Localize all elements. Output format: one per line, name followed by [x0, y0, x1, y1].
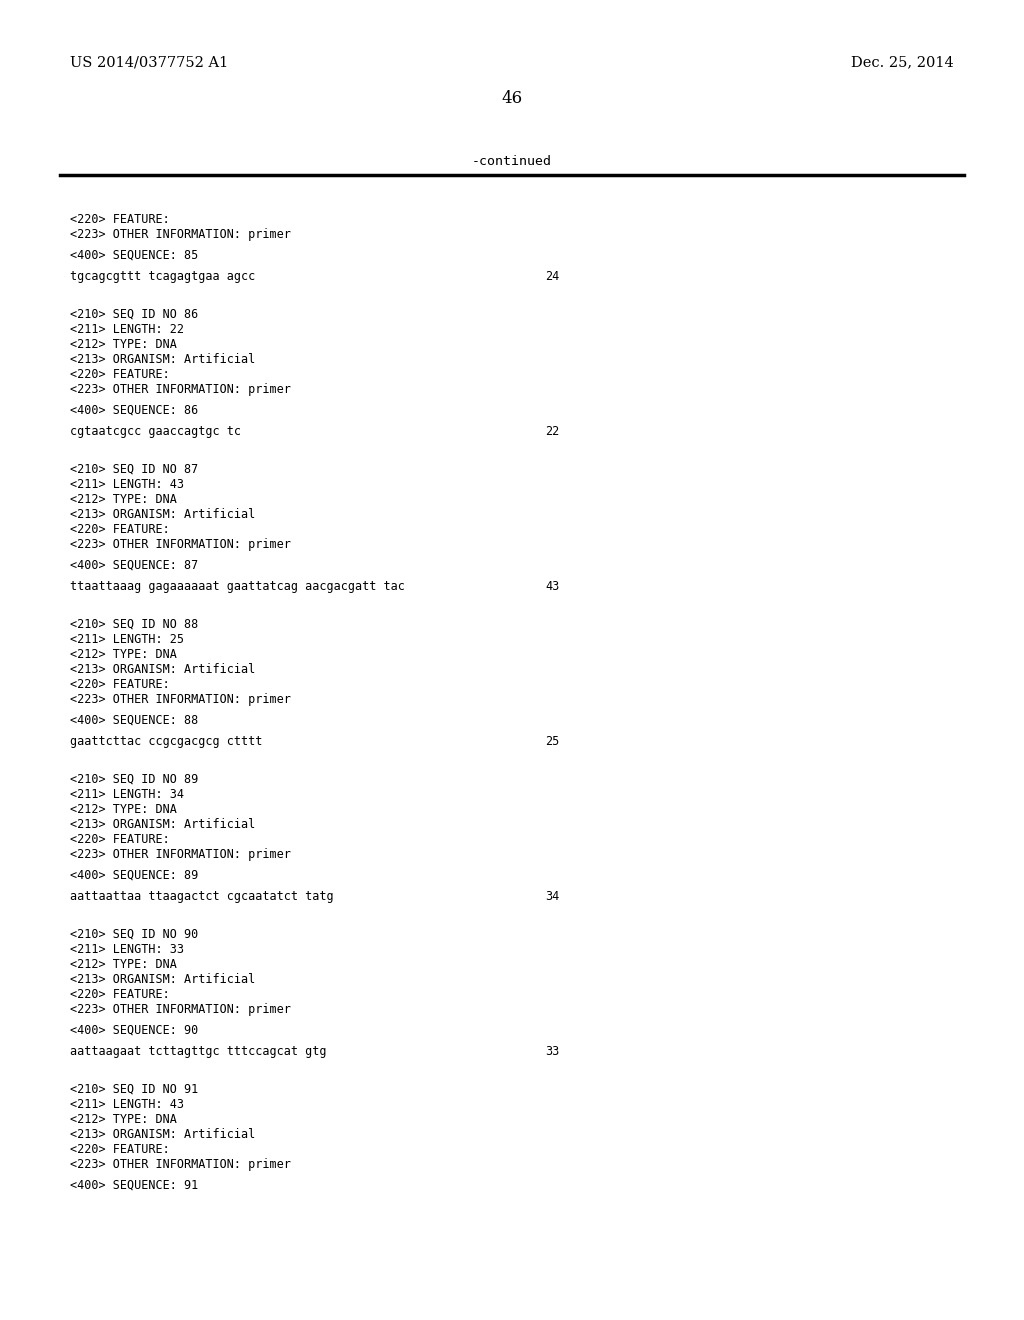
Text: 24: 24 [545, 271, 559, 282]
Text: Dec. 25, 2014: Dec. 25, 2014 [851, 55, 954, 69]
Text: <210> SEQ ID NO 89: <210> SEQ ID NO 89 [70, 774, 199, 785]
Text: <213> ORGANISM: Artificial: <213> ORGANISM: Artificial [70, 508, 255, 521]
Text: <211> LENGTH: 43: <211> LENGTH: 43 [70, 478, 184, 491]
Text: <213> ORGANISM: Artificial: <213> ORGANISM: Artificial [70, 973, 255, 986]
Text: aattaagaat tcttagttgc tttccagcat gtg: aattaagaat tcttagttgc tttccagcat gtg [70, 1045, 327, 1059]
Text: 34: 34 [545, 890, 559, 903]
Text: <210> SEQ ID NO 87: <210> SEQ ID NO 87 [70, 463, 199, 477]
Text: <400> SEQUENCE: 89: <400> SEQUENCE: 89 [70, 869, 199, 882]
Text: -continued: -continued [472, 154, 552, 168]
Text: <211> LENGTH: 25: <211> LENGTH: 25 [70, 634, 184, 645]
Text: US 2014/0377752 A1: US 2014/0377752 A1 [70, 55, 228, 69]
Text: <211> LENGTH: 34: <211> LENGTH: 34 [70, 788, 184, 801]
Text: <400> SEQUENCE: 91: <400> SEQUENCE: 91 [70, 1179, 199, 1192]
Text: <211> LENGTH: 43: <211> LENGTH: 43 [70, 1098, 184, 1111]
Text: 33: 33 [545, 1045, 559, 1059]
Text: <212> TYPE: DNA: <212> TYPE: DNA [70, 338, 177, 351]
Text: <223> OTHER INFORMATION: primer: <223> OTHER INFORMATION: primer [70, 228, 291, 242]
Text: gaattcttac ccgcgacgcg ctttt: gaattcttac ccgcgacgcg ctttt [70, 735, 262, 748]
Text: aattaattaa ttaagactct cgcaatatct tatg: aattaattaa ttaagactct cgcaatatct tatg [70, 890, 334, 903]
Text: <400> SEQUENCE: 88: <400> SEQUENCE: 88 [70, 714, 199, 727]
Text: <400> SEQUENCE: 85: <400> SEQUENCE: 85 [70, 249, 199, 261]
Text: <223> OTHER INFORMATION: primer: <223> OTHER INFORMATION: primer [70, 693, 291, 706]
Text: <210> SEQ ID NO 86: <210> SEQ ID NO 86 [70, 308, 199, 321]
Text: 46: 46 [502, 90, 522, 107]
Text: <213> ORGANISM: Artificial: <213> ORGANISM: Artificial [70, 1129, 255, 1140]
Text: <211> LENGTH: 22: <211> LENGTH: 22 [70, 323, 184, 337]
Text: <400> SEQUENCE: 90: <400> SEQUENCE: 90 [70, 1024, 199, 1038]
Text: ttaattaaag gagaaaaaat gaattatcag aacgacgatt tac: ttaattaaag gagaaaaaat gaattatcag aacgacg… [70, 579, 404, 593]
Text: <213> ORGANISM: Artificial: <213> ORGANISM: Artificial [70, 818, 255, 832]
Text: <223> OTHER INFORMATION: primer: <223> OTHER INFORMATION: primer [70, 383, 291, 396]
Text: <210> SEQ ID NO 88: <210> SEQ ID NO 88 [70, 618, 199, 631]
Text: <210> SEQ ID NO 91: <210> SEQ ID NO 91 [70, 1082, 199, 1096]
Text: <220> FEATURE:: <220> FEATURE: [70, 987, 170, 1001]
Text: <212> TYPE: DNA: <212> TYPE: DNA [70, 492, 177, 506]
Text: tgcagcgttt tcagagtgaa agcc: tgcagcgttt tcagagtgaa agcc [70, 271, 255, 282]
Text: <220> FEATURE:: <220> FEATURE: [70, 678, 170, 690]
Text: 43: 43 [545, 579, 559, 593]
Text: 25: 25 [545, 735, 559, 748]
Text: <223> OTHER INFORMATION: primer: <223> OTHER INFORMATION: primer [70, 539, 291, 550]
Text: <220> FEATURE:: <220> FEATURE: [70, 213, 170, 226]
Text: <210> SEQ ID NO 90: <210> SEQ ID NO 90 [70, 928, 199, 941]
Text: <220> FEATURE:: <220> FEATURE: [70, 368, 170, 381]
Text: <223> OTHER INFORMATION: primer: <223> OTHER INFORMATION: primer [70, 847, 291, 861]
Text: <211> LENGTH: 33: <211> LENGTH: 33 [70, 942, 184, 956]
Text: 22: 22 [545, 425, 559, 438]
Text: <212> TYPE: DNA: <212> TYPE: DNA [70, 803, 177, 816]
Text: <220> FEATURE:: <220> FEATURE: [70, 523, 170, 536]
Text: cgtaatcgcc gaaccagtgc tc: cgtaatcgcc gaaccagtgc tc [70, 425, 241, 438]
Text: <212> TYPE: DNA: <212> TYPE: DNA [70, 958, 177, 972]
Text: <212> TYPE: DNA: <212> TYPE: DNA [70, 648, 177, 661]
Text: <213> ORGANISM: Artificial: <213> ORGANISM: Artificial [70, 663, 255, 676]
Text: <220> FEATURE:: <220> FEATURE: [70, 1143, 170, 1156]
Text: <223> OTHER INFORMATION: primer: <223> OTHER INFORMATION: primer [70, 1158, 291, 1171]
Text: <400> SEQUENCE: 87: <400> SEQUENCE: 87 [70, 558, 199, 572]
Text: <220> FEATURE:: <220> FEATURE: [70, 833, 170, 846]
Text: <223> OTHER INFORMATION: primer: <223> OTHER INFORMATION: primer [70, 1003, 291, 1016]
Text: <400> SEQUENCE: 86: <400> SEQUENCE: 86 [70, 404, 199, 417]
Text: <212> TYPE: DNA: <212> TYPE: DNA [70, 1113, 177, 1126]
Text: <213> ORGANISM: Artificial: <213> ORGANISM: Artificial [70, 352, 255, 366]
